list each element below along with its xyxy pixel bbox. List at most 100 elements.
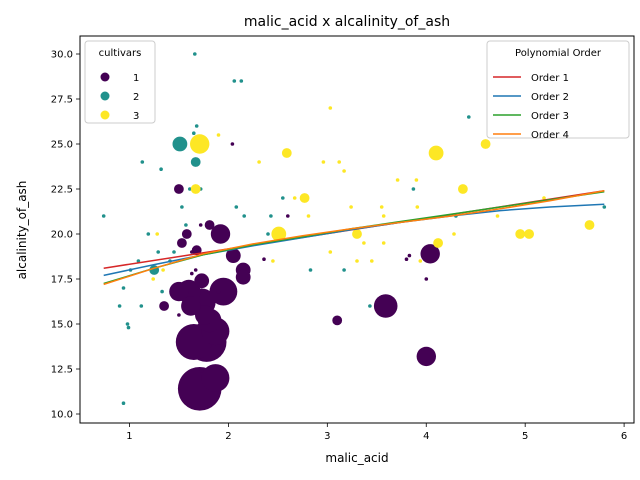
legend-polynomial-label: Order 3 bbox=[531, 111, 569, 122]
data-point-cultivar-1 bbox=[235, 269, 251, 285]
y-tick-label: 20.0 bbox=[51, 230, 73, 241]
chart-title: malic_acid x alcalinity_of_ash bbox=[244, 14, 450, 30]
legend-polynomial-title: Polynomial Order bbox=[515, 48, 602, 59]
data-point-cultivar-3 bbox=[328, 250, 333, 254]
data-point-cultivar-2 bbox=[234, 205, 239, 209]
data-point-cultivar-3 bbox=[352, 229, 362, 239]
fit-line-order-4 bbox=[103, 190, 605, 286]
data-point-cultivar-2 bbox=[117, 304, 122, 308]
legend-polynomial-box bbox=[486, 40, 630, 139]
data-point-cultivar-2 bbox=[146, 232, 151, 236]
data-point-cultivar-3 bbox=[428, 145, 444, 161]
data-point-cultivar-3 bbox=[362, 241, 366, 245]
data-point-cultivar-1 bbox=[198, 223, 203, 227]
data-point-cultivar-3 bbox=[292, 196, 297, 200]
data-point-cultivar-3 bbox=[524, 229, 534, 239]
data-point-cultivar-1 bbox=[373, 294, 398, 318]
data-point-cultivar-3 bbox=[458, 184, 468, 194]
data-point-cultivar-1 bbox=[193, 268, 198, 272]
data-point-cultivar-2 bbox=[125, 322, 130, 326]
data-point-cultivar-1 bbox=[190, 271, 194, 276]
data-point-cultivar-3 bbox=[190, 184, 201, 194]
data-point-cultivar-3 bbox=[433, 238, 443, 248]
data-point-cultivar-1 bbox=[199, 369, 204, 373]
data-point-cultivar-2 bbox=[121, 401, 126, 406]
data-point-cultivar-2 bbox=[242, 214, 246, 218]
data-point-cultivar-1 bbox=[262, 257, 266, 262]
legend-cultivars: cultivars 1 2 3 bbox=[84, 40, 156, 124]
data-point-cultivar-2 bbox=[269, 214, 273, 218]
legend-cultivar-label: 2 bbox=[133, 92, 139, 103]
legend-cultivar-marker bbox=[100, 72, 110, 82]
data-point-cultivar-2 bbox=[160, 289, 164, 294]
data-point-cultivar-3 bbox=[299, 193, 310, 203]
data-point-cultivar-2 bbox=[190, 157, 201, 167]
data-point-cultivar-3 bbox=[271, 226, 287, 242]
y-axis-label: alcalinity_of_ash bbox=[15, 181, 29, 280]
legend-cultivar-label: 1 bbox=[133, 73, 139, 84]
x-tick-label: 6 bbox=[621, 431, 627, 442]
data-point-cultivar-1 bbox=[201, 364, 230, 392]
data-point-cultivar-1 bbox=[191, 245, 202, 256]
data-point-cultivar-2 bbox=[266, 232, 270, 236]
data-point-cultivar-3 bbox=[321, 160, 326, 164]
data-point-cultivar-1 bbox=[177, 313, 181, 317]
data-point-cultivar-2 bbox=[180, 205, 184, 209]
x-axis: 1 2 3 4 5 6 bbox=[126, 423, 627, 442]
data-point-cultivar-2 bbox=[193, 52, 197, 56]
data-point-cultivar-2 bbox=[159, 167, 163, 171]
data-point-cultivar-3 bbox=[542, 196, 546, 200]
data-point-cultivar-1 bbox=[332, 315, 343, 326]
y-tick-label: 12.5 bbox=[51, 365, 73, 376]
data-point-cultivar-1 bbox=[190, 250, 194, 254]
data-point-cultivar-2 bbox=[156, 250, 160, 254]
data-point-cultivar-1 bbox=[181, 296, 201, 316]
data-point-cultivar-2 bbox=[232, 79, 237, 83]
data-point-cultivar-1 bbox=[230, 142, 235, 146]
data-point-cultivar-1 bbox=[225, 248, 241, 263]
data-point-cultivar-3 bbox=[257, 160, 261, 164]
data-point-cultivar-3 bbox=[281, 148, 292, 158]
fit-lines-layer bbox=[103, 190, 605, 286]
data-point-cultivar-1 bbox=[174, 184, 184, 194]
x-tick-label: 3 bbox=[324, 431, 330, 442]
data-point-cultivar-2 bbox=[140, 160, 145, 164]
y-tick-label: 17.5 bbox=[51, 275, 73, 286]
data-point-cultivar-2 bbox=[411, 187, 416, 191]
data-point-cultivar-1 bbox=[194, 273, 210, 289]
data-point-cultivar-3 bbox=[190, 134, 210, 154]
x-tick-label: 1 bbox=[126, 431, 132, 442]
data-point-cultivar-3 bbox=[395, 178, 400, 182]
data-point-cultivar-3 bbox=[337, 160, 342, 164]
data-point-cultivar-2 bbox=[368, 304, 372, 308]
data-point-cultivar-2 bbox=[139, 304, 144, 308]
data-point-cultivar-3 bbox=[418, 259, 423, 263]
data-point-cultivar-1 bbox=[195, 305, 215, 325]
data-point-cultivar-2 bbox=[126, 325, 131, 330]
y-tick-label: 15.0 bbox=[51, 320, 73, 331]
data-point-cultivar-3 bbox=[379, 205, 384, 209]
data-point-cultivar-3 bbox=[161, 268, 165, 272]
data-point-cultivar-3 bbox=[216, 133, 221, 137]
data-point-cultivar-2 bbox=[192, 131, 196, 135]
legend-polynomial-label: Order 4 bbox=[531, 130, 569, 141]
data-point-cultivar-1 bbox=[216, 289, 221, 294]
data-point-cultivar-3 bbox=[414, 178, 419, 182]
data-point-cultivar-2 bbox=[172, 250, 176, 254]
data-point-cultivar-1 bbox=[177, 238, 187, 248]
data-point-cultivar-3 bbox=[495, 214, 500, 218]
data-point-cultivar-3 bbox=[480, 139, 491, 149]
legend-polynomial-label: Order 1 bbox=[531, 73, 569, 84]
x-tick-label: 4 bbox=[423, 431, 429, 442]
data-point-cultivar-1 bbox=[210, 224, 231, 244]
legend-cultivars-title: cultivars bbox=[99, 48, 142, 59]
legend-cultivar-marker bbox=[100, 110, 110, 120]
data-point-cultivar-1 bbox=[407, 253, 412, 258]
plot-area-frame bbox=[79, 35, 635, 424]
data-point-cultivar-3 bbox=[342, 169, 346, 173]
data-point-cultivar-3 bbox=[370, 259, 374, 263]
data-point-cultivar-1 bbox=[204, 220, 215, 230]
data-point-cultivar-3 bbox=[355, 259, 359, 263]
legend-cultivar-label: 3 bbox=[133, 111, 139, 122]
data-point-cultivar-3 bbox=[515, 229, 526, 239]
